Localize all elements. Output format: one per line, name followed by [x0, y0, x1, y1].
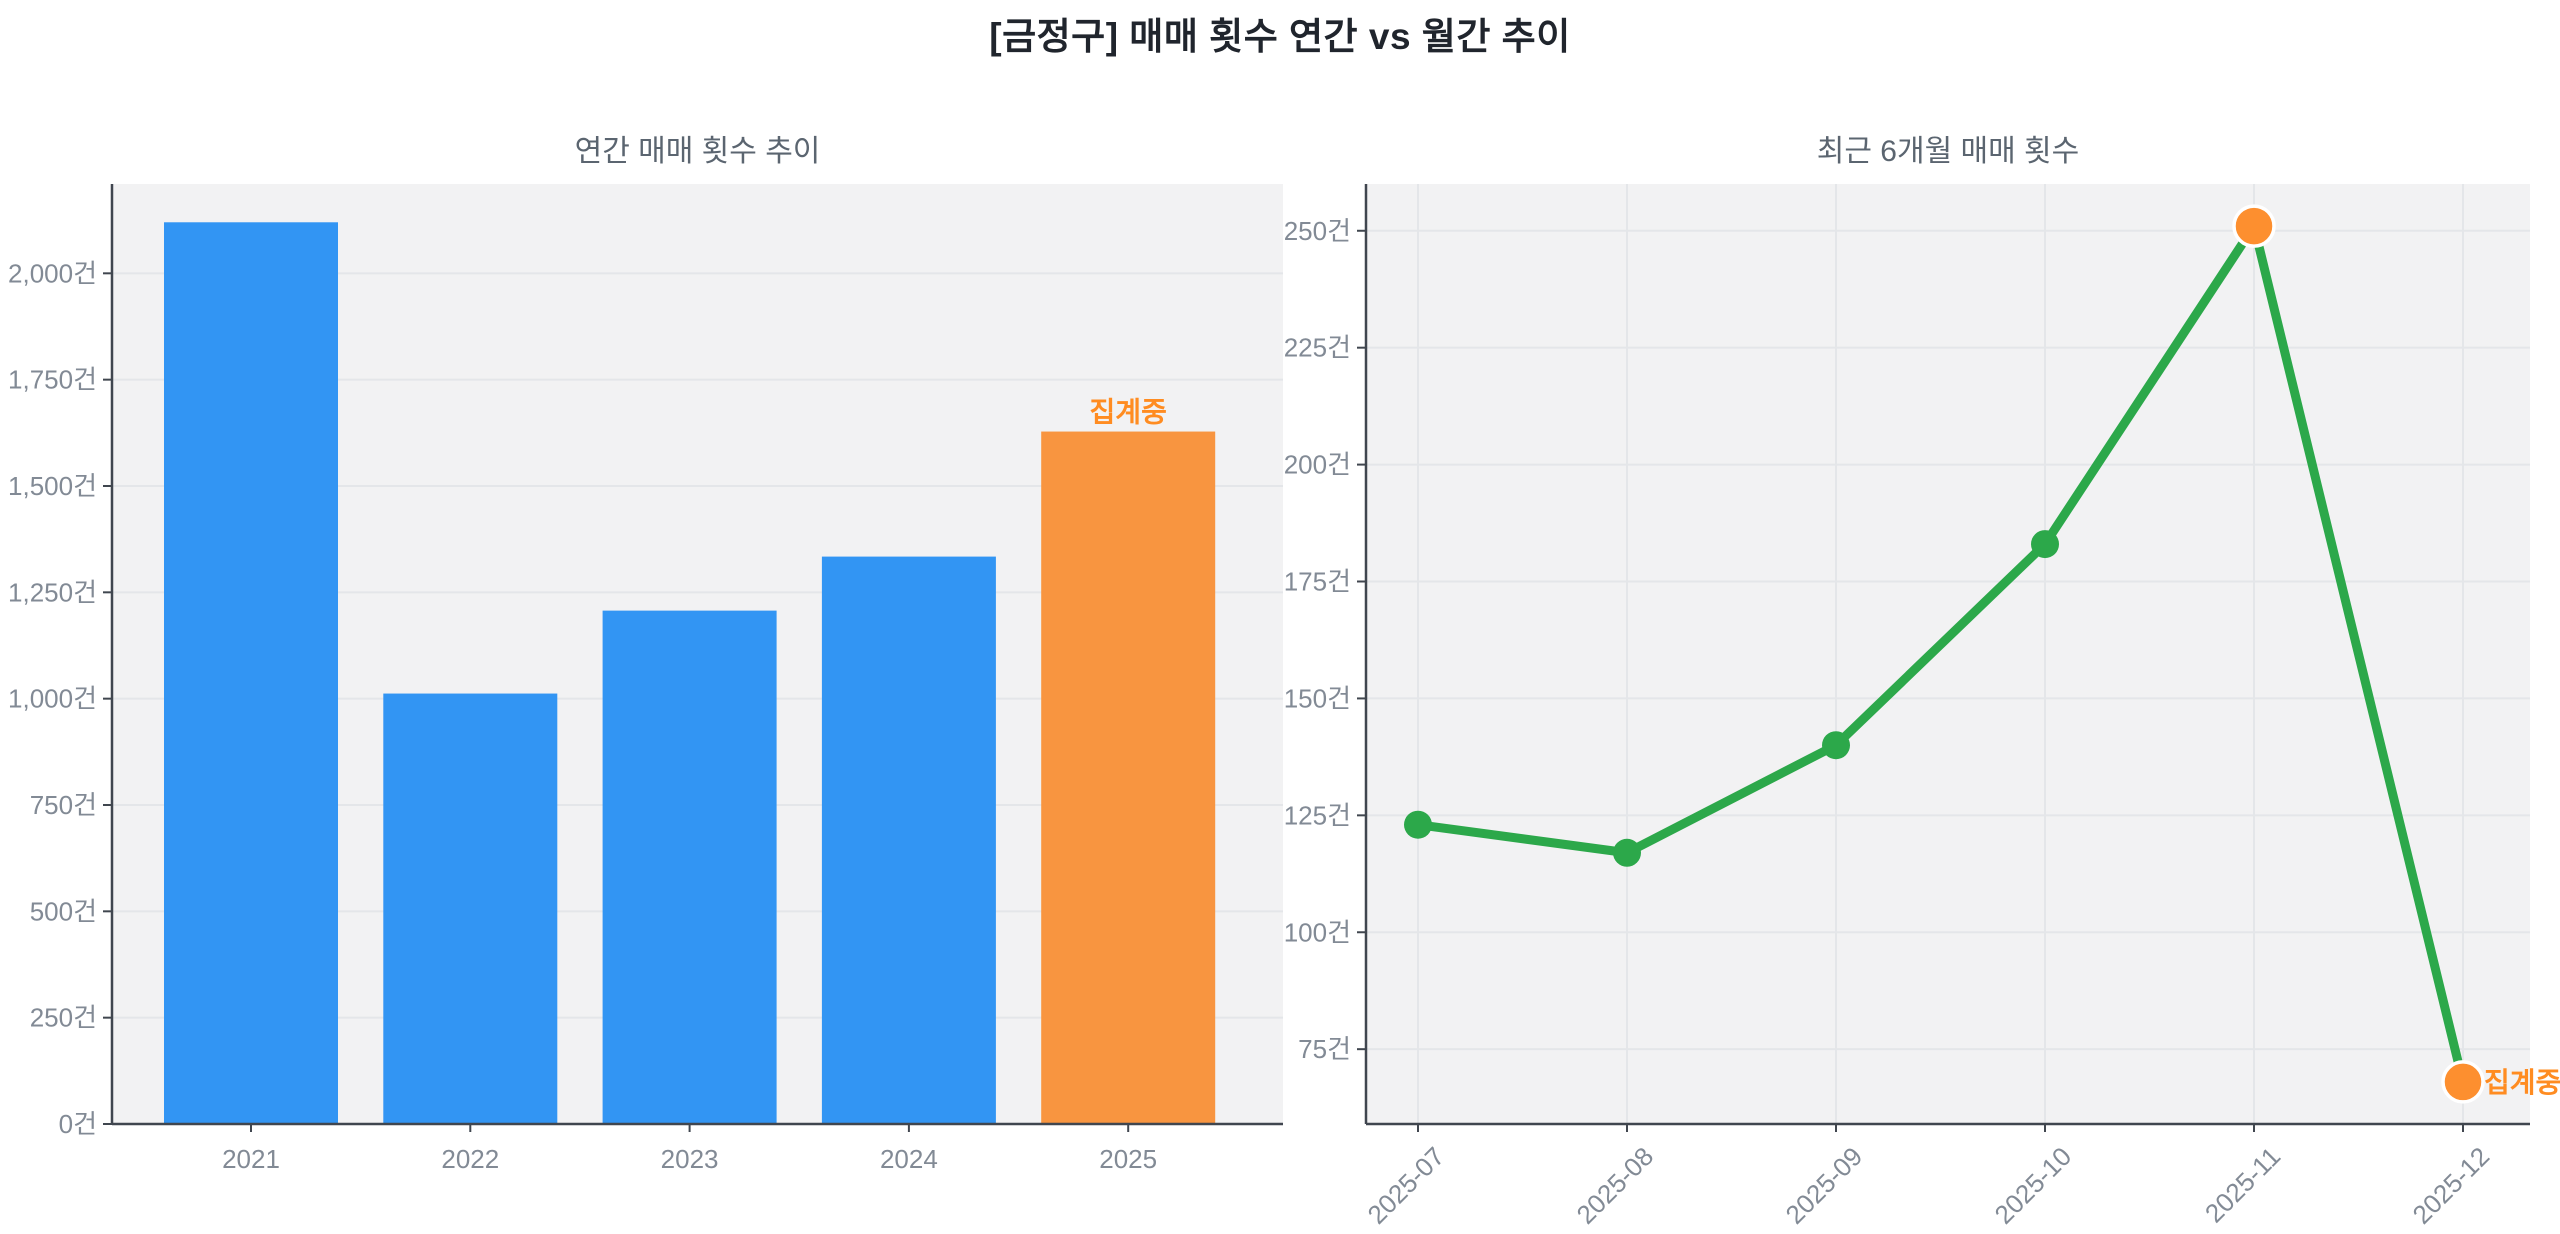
bar-2025 — [1041, 431, 1216, 1125]
y-tick-label: 175건 — [1284, 567, 1351, 597]
y-tick-label: 150건 — [1284, 683, 1351, 713]
x-tick-label: 2025-07 — [1362, 1141, 1451, 1230]
y-tick-label: 0건 — [59, 1109, 97, 1139]
x-tick-label: 2025-08 — [1571, 1141, 1660, 1230]
y-tick-label: 1,500건 — [8, 471, 97, 501]
x-tick-label: 2025-09 — [1780, 1141, 1869, 1230]
line-point-2025-09 — [1822, 731, 1850, 760]
bar-2024 — [821, 556, 996, 1124]
x-tick-label: 2022 — [441, 1144, 499, 1174]
line-point-2025-10 — [2031, 530, 2059, 559]
y-tick-label: 100건 — [1284, 917, 1351, 947]
line-point-2025-11 — [2232, 204, 2276, 248]
x-tick-label: 2024 — [880, 1144, 938, 1174]
x-tick-label: 2025 — [1099, 1144, 1157, 1174]
y-tick-label: 750건 — [30, 790, 97, 820]
bar-2022 — [383, 693, 558, 1124]
y-tick-label: 1,250건 — [8, 577, 97, 607]
y-tick-label: 2,000건 — [8, 258, 97, 288]
line-point-2025-12 — [2441, 1060, 2485, 1104]
annual-chart-title: 연간 매매 횟수 추이 — [574, 135, 821, 168]
y-tick-label: 200건 — [1284, 450, 1351, 480]
y-tick-label: 125건 — [1284, 800, 1351, 830]
monthly-chart-plot-area — [1366, 184, 2530, 1124]
line-point-2025-07 — [1404, 810, 1432, 839]
x-tick-label: 2023 — [661, 1144, 719, 1174]
monthly-trend-line — [1413, 221, 2468, 1087]
y-tick-label: 225건 — [1284, 333, 1351, 363]
line-point-2025-08 — [1613, 838, 1641, 867]
x-tick-label: 2025-12 — [2407, 1141, 2496, 1230]
x-tick-label: 2025-11 — [2199, 1141, 2286, 1228]
y-tick-label: 1,750건 — [8, 365, 97, 395]
aggregating-label-monthly: 집계중 — [2484, 1067, 2560, 1098]
page-title: [금정구] 매매 횟수 연간 vs 월간 추이 — [989, 16, 1571, 57]
y-tick-label: 250건 — [1284, 216, 1351, 246]
y-tick-label: 250건 — [30, 1003, 97, 1033]
y-tick-label: 1,000건 — [8, 684, 97, 714]
monthly-chart-title: 최근 6개월 매매 횟수 — [1816, 135, 2080, 168]
x-tick-label: 2021 — [222, 1144, 280, 1174]
bar-2021 — [164, 222, 338, 1125]
aggregating-label-annual: 집계중 — [1090, 397, 1167, 428]
y-tick-label: 500건 — [30, 896, 97, 926]
bar-2023 — [602, 610, 777, 1124]
y-tick-label: 75건 — [1298, 1034, 1351, 1064]
x-tick-label: 2025-10 — [1989, 1141, 2078, 1230]
